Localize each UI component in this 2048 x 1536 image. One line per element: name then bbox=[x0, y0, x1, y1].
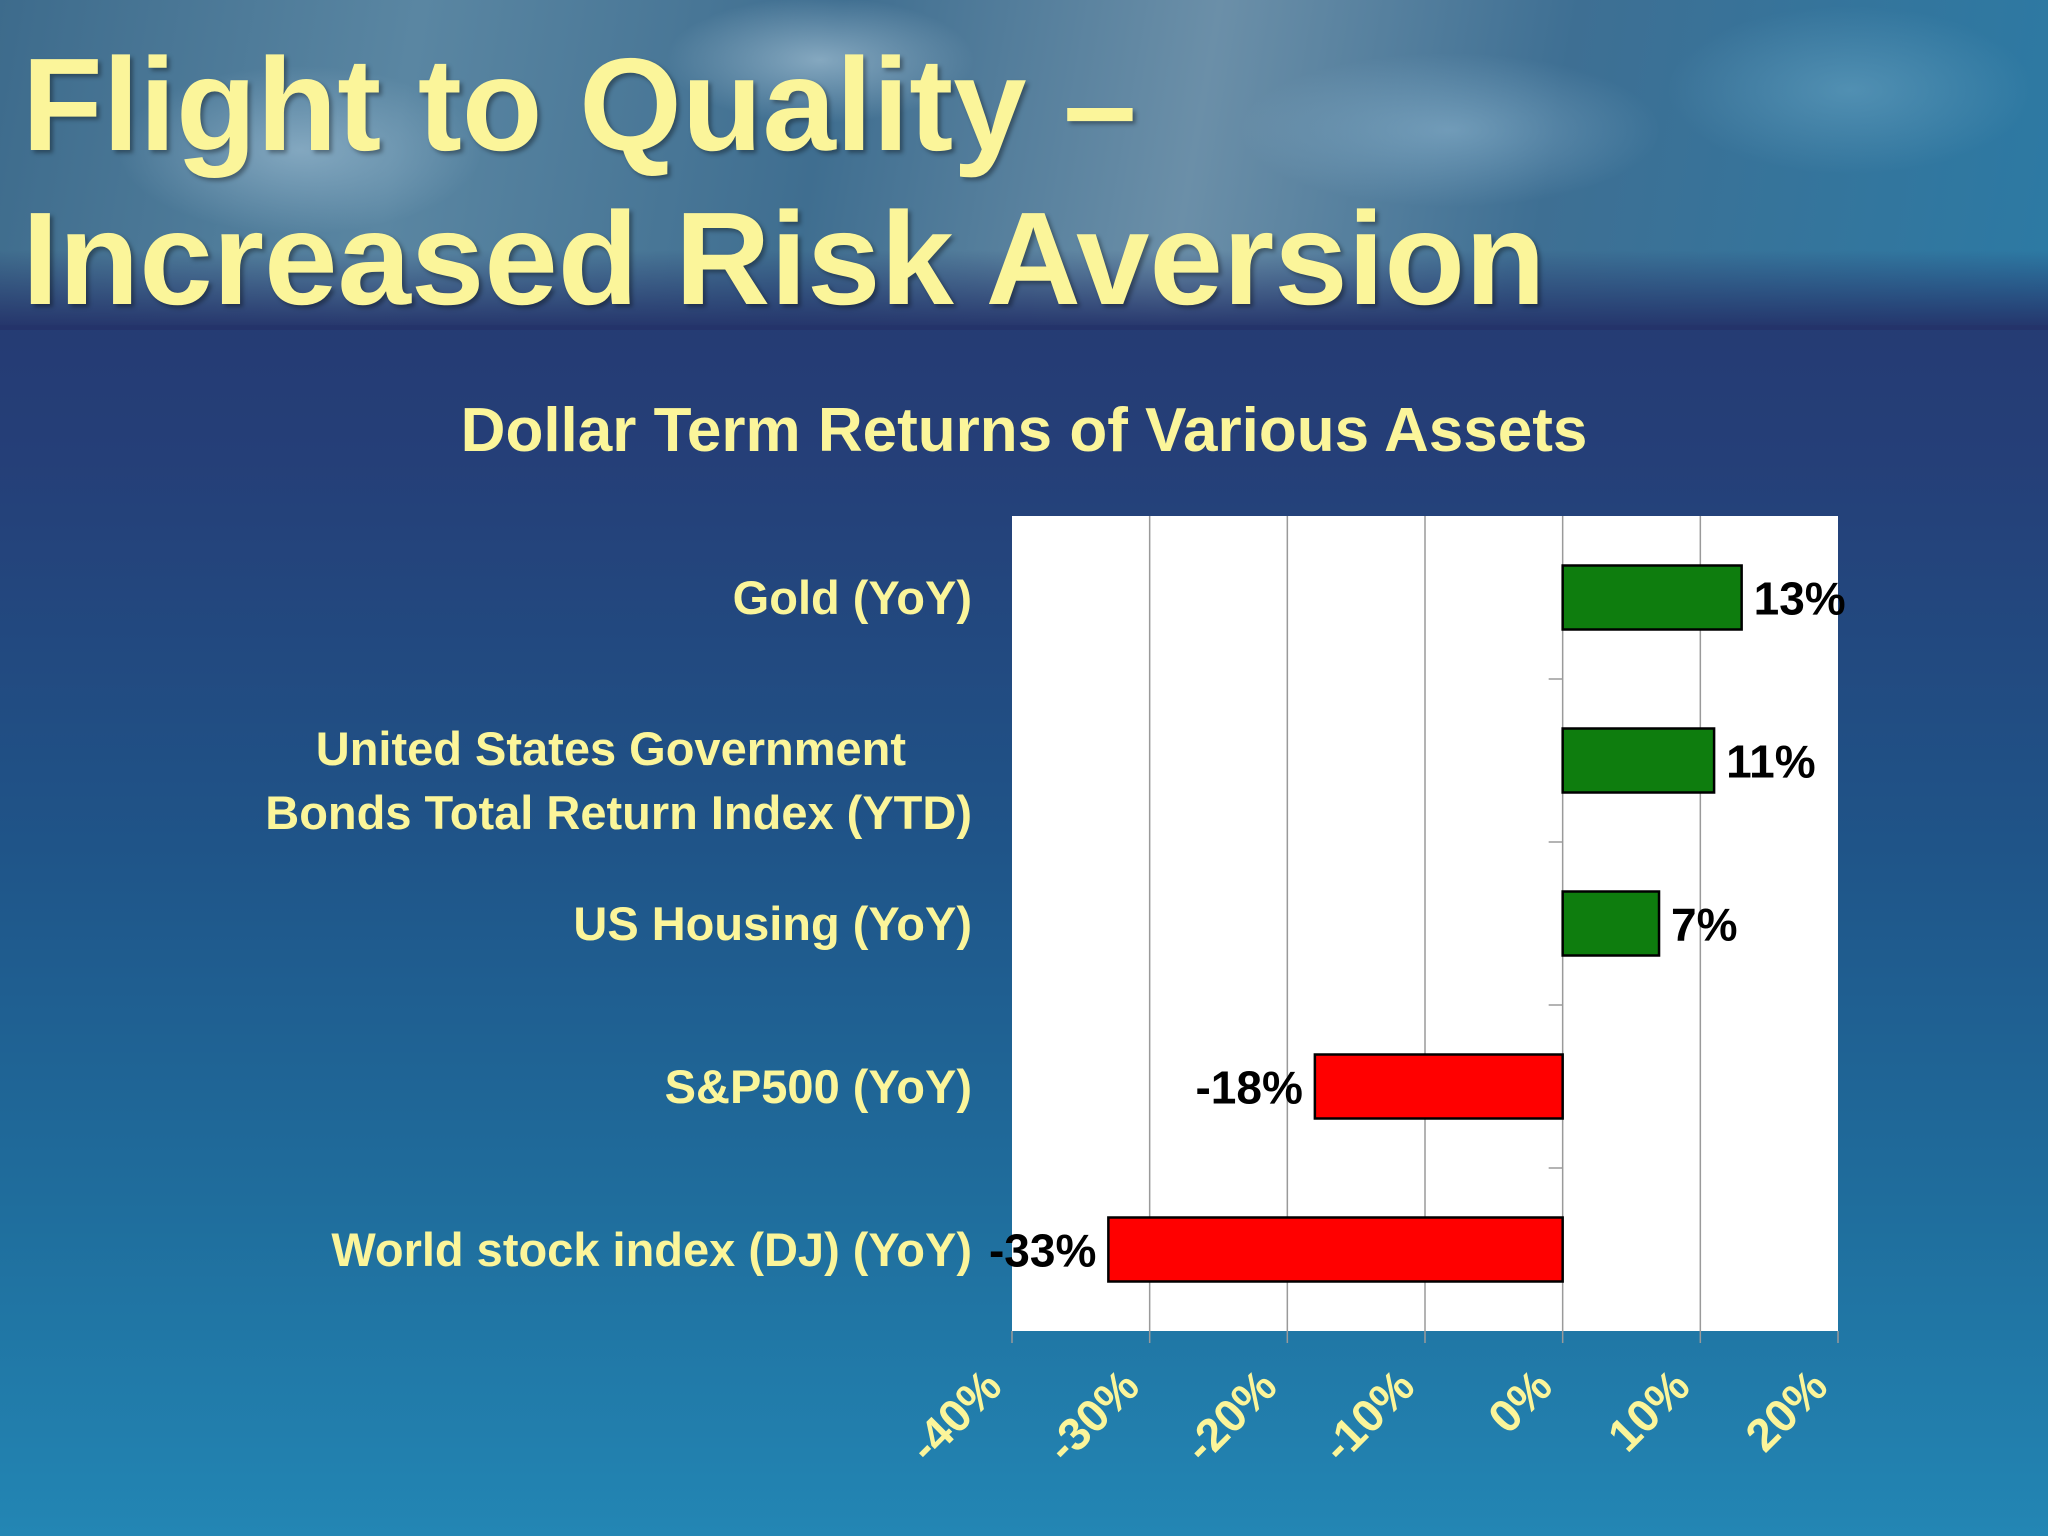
category-label-line: World stock index (DJ) (YoY) bbox=[331, 1222, 972, 1276]
bar bbox=[1561, 564, 1743, 631]
chart-title: Dollar Term Returns of Various Assets bbox=[460, 396, 1588, 465]
data-label: -33% bbox=[989, 1225, 1096, 1277]
bar bbox=[1561, 727, 1716, 794]
slide-title-line-2: Increased Risk Aversion bbox=[22, 185, 1546, 332]
x-tick-label: 20% bbox=[1735, 1359, 1837, 1461]
bar bbox=[1313, 1053, 1564, 1120]
category-label: S&P500 (YoY) bbox=[72, 1055, 972, 1119]
x-tick-label: 0% bbox=[1478, 1359, 1562, 1443]
x-tick-label: -30% bbox=[1036, 1359, 1149, 1472]
data-label: 7% bbox=[1671, 899, 1737, 951]
category-label-line: United States Government bbox=[315, 721, 906, 775]
slide-title: Flight to Quality – Increased Risk Avers… bbox=[22, 28, 1546, 336]
bar bbox=[1107, 1216, 1564, 1283]
category-label: United States Government Bonds Total Retu… bbox=[72, 717, 972, 845]
category-label: US Housing (YoY) bbox=[72, 892, 972, 956]
category-label-line: US Housing (YoY) bbox=[573, 896, 972, 950]
slide-title-line-1: Flight to Quality – bbox=[22, 31, 1137, 178]
data-label: 13% bbox=[1754, 573, 1846, 625]
data-label: -18% bbox=[1195, 1062, 1302, 1114]
bar bbox=[1561, 890, 1661, 957]
category-label-line: S&P500 (YoY) bbox=[664, 1059, 972, 1113]
category-label: Gold (YoY) bbox=[72, 566, 972, 630]
x-tick-label: -40% bbox=[898, 1359, 1011, 1472]
x-tick-label: -10% bbox=[1311, 1359, 1424, 1472]
category-label-line: Bonds Total Return Index (YTD) bbox=[265, 785, 972, 839]
data-label: 11% bbox=[1726, 736, 1816, 788]
category-label: World stock index (DJ) (YoY) bbox=[72, 1218, 972, 1282]
category-label-line: Gold (YoY) bbox=[732, 570, 972, 624]
banner-fade bbox=[0, 250, 2048, 330]
x-tick-label: -20% bbox=[1174, 1359, 1287, 1472]
x-tick-label: 10% bbox=[1598, 1359, 1700, 1461]
